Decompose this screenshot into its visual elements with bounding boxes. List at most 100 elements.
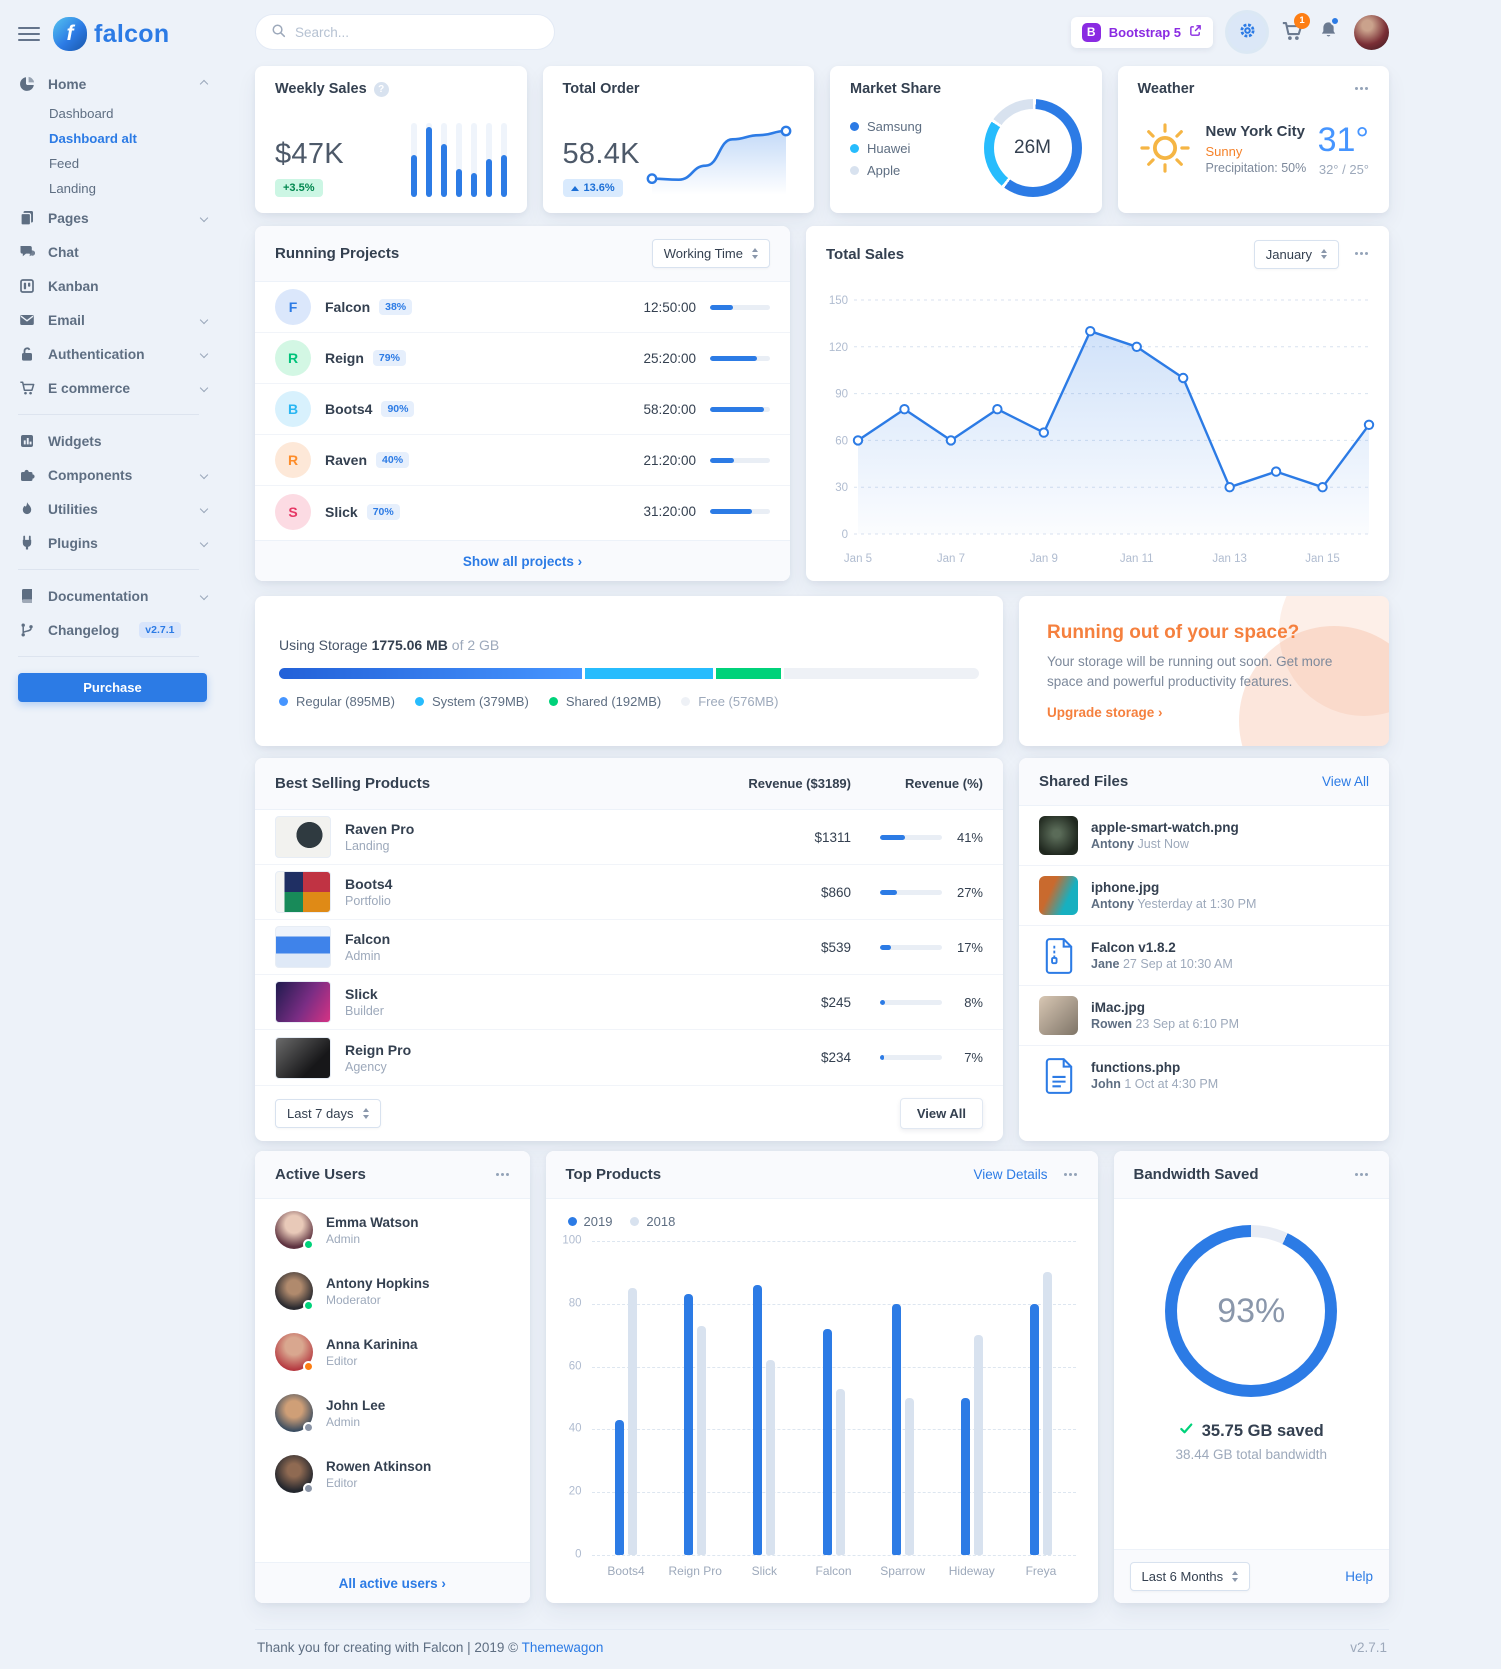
project-initial-avatar: R [275,340,311,376]
upgrade-storage-link[interactable]: Upgrade storage › [1047,704,1163,720]
cart-count-badge: 1 [1294,12,1310,29]
kanban-icon [18,278,36,294]
sidebar-item-documentation[interactable]: Documentation [18,579,211,613]
user-name-link[interactable]: Emma Watson [326,1214,419,1230]
code-branch-icon [18,622,36,638]
sort-arrows-icon [1321,248,1327,260]
product-name-link[interactable]: Reign Pro [345,1041,412,1058]
sidebar-item-ecommerce[interactable]: E commerce [18,371,211,405]
product-name-link[interactable]: Raven Pro [345,821,415,837]
view-all-button[interactable]: View All [899,1098,983,1129]
sidebar-item-home[interactable]: Home [18,67,211,101]
user-name-link[interactable]: Anna Karinina [326,1336,418,1352]
help-link[interactable]: Help [1345,1569,1373,1584]
all-active-users-link[interactable]: All active users › [255,1562,530,1603]
product-name-link[interactable]: Boots4 [345,876,393,892]
sidebar-item-authentication[interactable]: Authentication [18,337,211,371]
svg-text:Jan 11: Jan 11 [1120,553,1154,565]
sidebar-item-changelog[interactable]: Changelog v2.7.1 [18,613,211,647]
project-progress-bar [710,457,770,463]
sidebar-item-widgets[interactable]: Widgets [18,424,211,458]
project-name-link[interactable]: Raven [325,452,368,468]
view-all-link[interactable]: View All [1321,774,1369,789]
sidebar-item-dashboard-alt[interactable]: Dashboard alt [49,131,137,146]
sidebar-item-dashboard[interactable]: Dashboard [49,106,114,121]
notifications-bell-button[interactable] [1318,16,1340,44]
hamburger-menu-button[interactable] [18,19,40,49]
project-name-link[interactable]: Falcon [325,299,371,315]
month-select[interactable]: January [1253,239,1339,269]
sidebar-item-landing[interactable]: Landing [49,181,96,196]
sidebar-item-plugins[interactable]: Plugins [18,526,211,560]
user-name-link[interactable]: Antony Hopkins [326,1275,430,1291]
product-percent: 17% [956,939,983,955]
search-input[interactable] [295,24,539,40]
more-options-icon[interactable] [495,1172,510,1177]
storage-bar [279,668,979,679]
avatar [275,1394,314,1433]
project-name-link[interactable]: Reign [325,350,364,366]
more-options-icon[interactable] [1063,1172,1078,1177]
sidebar-item-label: Authentication [48,346,145,362]
file-name-link[interactable]: functions.php [1091,1060,1181,1075]
file-row: functions.php John 1 Oct at 4:30 PM [1019,1045,1389,1105]
page-footer: Thank you for creating with Falcon | 201… [255,1629,1389,1655]
cart-button[interactable]: 1 [1281,12,1310,45]
more-options-icon[interactable] [1355,252,1369,256]
sidebar-item-utilities[interactable]: Utilities [18,492,211,526]
bandwidth-total: 38.44 GB total bandwidth [1175,1447,1328,1462]
sidebar-item-kanban[interactable]: Kanban [18,269,211,303]
product-percent-bar [880,1055,942,1060]
period-select[interactable]: Last 7 days [275,1099,381,1128]
market-share-card: Market Share Samsung Huawei Apple 26M [830,66,1102,213]
sidebar-item-label: Utilities [48,501,98,517]
product-name-link[interactable]: Slick [345,986,378,1002]
legend-dot [548,697,558,706]
sidebar-item-pages[interactable]: Pages [18,201,211,235]
user-avatar[interactable] [1354,14,1389,50]
weather-range: 32° / 25° [1318,162,1369,177]
help-icon[interactable] [373,81,389,97]
more-options-icon[interactable] [1355,87,1369,91]
project-initial-avatar: F [275,289,311,325]
bootstrap-badge[interactable]: B Bootstrap 5 [1070,16,1213,48]
project-time: 21:20:00 [643,452,696,468]
more-options-icon[interactable] [1355,1172,1369,1177]
project-initial-avatar: B [275,391,311,427]
sidebar-item-feed[interactable]: Feed [49,156,80,171]
settings-gear-button[interactable] [1228,13,1266,51]
falcon-logo[interactable]: f falcon [53,17,169,51]
file-name-link[interactable]: iphone.jpg [1091,880,1160,895]
file-name-link[interactable]: iMac.jpg [1091,1000,1146,1015]
user-name-link[interactable]: John Lee [326,1397,386,1413]
project-name-link[interactable]: Slick [325,503,358,520]
show-all-projects-link[interactable]: Show all projects › [255,540,790,581]
user-name-link[interactable]: Rowen Atkinson [326,1458,432,1474]
sidebar-item-label: Widgets [48,433,102,449]
months-select[interactable]: Last 6 Months [1129,1562,1251,1591]
file-name-link[interactable]: apple-smart-watch.png [1091,820,1239,835]
sidebar-item-email[interactable]: Email [18,303,211,337]
sidebar-item-label: Changelog [48,622,120,638]
nav-divider [18,656,199,657]
product-thumbnail [275,981,331,1023]
file-name-link[interactable]: Falcon v1.8.2 [1091,940,1176,955]
user-row: John Lee Admin [255,1382,530,1443]
weekly-sales-value: $47K [275,138,344,170]
card-title: Best Selling Products [275,775,431,792]
product-name-link[interactable]: Falcon [345,931,391,947]
top-products-chart: 0 20 40 60 80 100 Boots4 Reign Pro Slick Falcon Sp… [556,1231,1084,1583]
svg-text:60: 60 [835,435,848,447]
product-thumbnail [275,1036,331,1079]
project-name-link[interactable]: Boots4 [325,401,373,417]
working-time-select[interactable]: Working Time [651,239,770,268]
sidebar-item-components[interactable]: Components [18,458,211,492]
footer-text: Thank you for creating with Falcon | 201… [257,1640,519,1655]
themewagon-link[interactable]: Themewagon [521,1640,604,1655]
chevron-down-icon [199,213,209,223]
purchase-button[interactable]: Purchase [18,673,207,702]
search-box[interactable] [255,14,555,50]
card-title: Market Share [850,81,942,97]
view-details-link[interactable]: View Details [973,1167,1048,1182]
sidebar-item-chat[interactable]: Chat [18,235,211,269]
